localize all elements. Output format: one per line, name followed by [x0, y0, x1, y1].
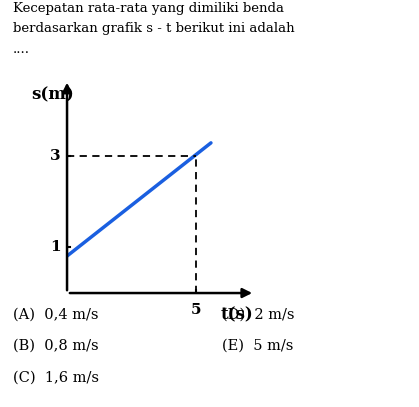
Text: Kecepatan rata-rata yang dimiliki benda: Kecepatan rata-rata yang dimiliki benda	[13, 2, 284, 15]
Text: ....: ....	[13, 43, 30, 56]
Text: (B)  0,8 m/s: (B) 0,8 m/s	[13, 339, 98, 353]
Text: 3: 3	[50, 149, 61, 163]
Text: 5: 5	[190, 303, 201, 317]
Text: s(m): s(m)	[31, 86, 74, 103]
Text: 1: 1	[50, 240, 61, 254]
Text: (A)  0,4 m/s: (A) 0,4 m/s	[13, 307, 98, 321]
Text: (D)  2 m/s: (D) 2 m/s	[222, 307, 295, 321]
Text: (E)  5 m/s: (E) 5 m/s	[222, 339, 293, 353]
Text: t(s): t(s)	[220, 307, 253, 324]
Text: (C)  1,6 m/s: (C) 1,6 m/s	[13, 371, 98, 385]
Text: berdasarkan grafik s - t berikut ini adalah: berdasarkan grafik s - t berikut ini ada…	[13, 22, 294, 35]
